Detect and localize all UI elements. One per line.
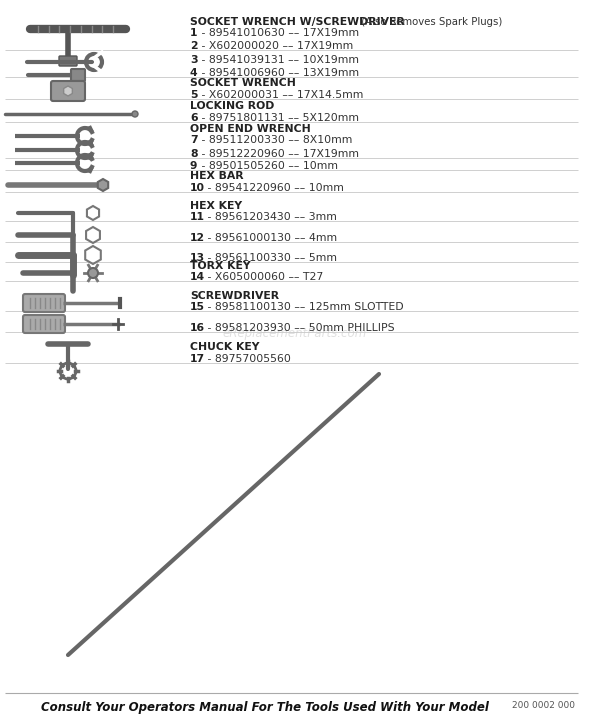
- Text: - X602000031 –– 17X14.5mm: - X602000031 –– 17X14.5mm: [198, 90, 363, 100]
- Text: TORX KEY: TORX KEY: [190, 261, 251, 271]
- Text: - 89501505260 –– 10mm: - 89501505260 –– 10mm: [198, 161, 338, 171]
- Text: 9: 9: [190, 161, 198, 171]
- FancyBboxPatch shape: [51, 81, 85, 101]
- Text: 6: 6: [190, 113, 198, 123]
- Text: 8: 8: [190, 149, 198, 159]
- Text: OPEN END WRENCH: OPEN END WRENCH: [190, 124, 311, 134]
- Text: 13: 13: [190, 253, 205, 263]
- Text: - 89512220960 –– 17X19mm: - 89512220960 –– 17X19mm: [198, 149, 359, 159]
- Text: - 89541039131 –– 10X19mm: - 89541039131 –– 10X19mm: [198, 55, 359, 65]
- Text: - 89581100130 –– 125mm SLOTTED: - 89581100130 –– 125mm SLOTTED: [204, 302, 404, 312]
- Text: SOCKET WRENCH: SOCKET WRENCH: [190, 78, 296, 88]
- Text: - 89561203430 –– 3mm: - 89561203430 –– 3mm: [204, 212, 337, 222]
- Text: - 89581203930 –– 50mm PHILLIPS: - 89581203930 –– 50mm PHILLIPS: [204, 323, 395, 333]
- FancyBboxPatch shape: [23, 315, 65, 333]
- Text: 12: 12: [190, 233, 205, 243]
- FancyBboxPatch shape: [71, 69, 85, 81]
- Text: - 89541006960 –– 13X19mm: - 89541006960 –– 13X19mm: [198, 68, 359, 78]
- Text: 3: 3: [190, 55, 198, 65]
- Text: eReplacementParts.com: eReplacementParts.com: [223, 327, 367, 340]
- Text: - 89561100330 –– 5mm: - 89561100330 –– 5mm: [204, 253, 337, 263]
- Circle shape: [88, 268, 98, 278]
- Text: 5: 5: [190, 90, 198, 100]
- Text: - X605000060 –– T27: - X605000060 –– T27: [204, 272, 323, 282]
- Text: 10: 10: [190, 183, 205, 193]
- Text: - 89561000130 –– 4mm: - 89561000130 –– 4mm: [204, 233, 337, 243]
- Text: - 89751801131 –– 5X120mm: - 89751801131 –– 5X120mm: [198, 113, 359, 123]
- Text: 200 0002 000: 200 0002 000: [512, 701, 575, 710]
- Text: 2: 2: [190, 41, 198, 51]
- Text: 4: 4: [190, 68, 198, 78]
- Text: 1: 1: [190, 28, 198, 38]
- Text: SOCKET WRENCH W/SCREWDRIVER: SOCKET WRENCH W/SCREWDRIVER: [190, 17, 405, 27]
- Circle shape: [132, 111, 138, 117]
- FancyBboxPatch shape: [59, 56, 77, 66]
- Text: 16: 16: [190, 323, 205, 333]
- Text: - 89541010630 –– 17X19mm: - 89541010630 –– 17X19mm: [198, 28, 359, 38]
- Text: 7: 7: [190, 135, 198, 145]
- Text: 14: 14: [190, 272, 205, 282]
- Text: Consult Your Operators Manual For The Tools Used With Your Model: Consult Your Operators Manual For The To…: [41, 701, 489, 714]
- Text: - 89511200330 –– 8X10mm: - 89511200330 –– 8X10mm: [198, 135, 352, 145]
- Text: HEX BAR: HEX BAR: [190, 171, 244, 181]
- Text: - 89757005560: - 89757005560: [204, 354, 291, 364]
- Text: SCREWDRIVER: SCREWDRIVER: [190, 291, 279, 301]
- Text: - 89541220960 –– 10mm: - 89541220960 –– 10mm: [204, 183, 344, 193]
- Text: HEX KEY: HEX KEY: [190, 201, 242, 211]
- Text: (Also Removes Spark Plugs): (Also Removes Spark Plugs): [358, 17, 502, 27]
- Text: CHUCK KEY: CHUCK KEY: [190, 342, 260, 352]
- Text: LOCKING ROD: LOCKING ROD: [190, 101, 274, 111]
- Text: 17: 17: [190, 354, 205, 364]
- FancyBboxPatch shape: [23, 294, 65, 312]
- Text: - X602000020 –– 17X19mm: - X602000020 –– 17X19mm: [198, 41, 353, 51]
- Text: 11: 11: [190, 212, 205, 222]
- Text: 15: 15: [190, 302, 205, 312]
